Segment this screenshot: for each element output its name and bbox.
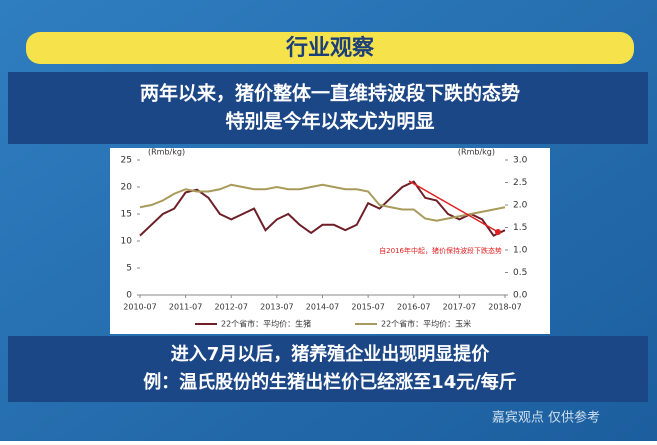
slide-title: 行业观察 — [285, 35, 375, 61]
top-line: 两年以来，猪价整体一直维持波段下跌的态势 — [140, 82, 520, 105]
bottom-band — [8, 336, 648, 402]
x-tick-label: 2017-07 — [443, 303, 476, 312]
y-tick-label: 10 — [121, 237, 133, 247]
x-tick-label: 2018-07 — [488, 303, 521, 312]
y2-tick-label: 1.5 — [513, 223, 527, 233]
y2-tick-label: 3.0 — [513, 156, 528, 166]
y2-axis-label: (Rmb/kg) — [458, 148, 495, 157]
y-axis-label: (Rmb/kg) — [148, 148, 185, 157]
y2-tick-label: 2.0 — [513, 201, 528, 211]
arrow-head — [495, 229, 501, 235]
top-band — [8, 72, 648, 144]
series-line — [139, 183, 506, 222]
x-tick-label: 2011-07 — [169, 303, 202, 312]
top-line: 特别是今年以来尤为明显 — [225, 110, 434, 133]
trend-arrow — [408, 180, 499, 233]
chart-panel — [110, 148, 550, 334]
x-tick-label: 2015-07 — [351, 303, 384, 312]
bottom-line: 例：温氏股份的生猪出栏价已经涨至14元/每斤 — [143, 371, 517, 393]
x-tick-label: 2010-07 — [123, 303, 156, 312]
legend-label: 22个省市：平均价：玉米 — [381, 319, 471, 329]
y-tick-label: 0 — [126, 291, 132, 301]
y-tick-label: 20 — [121, 183, 133, 193]
y2-tick-label: 1.0 — [513, 246, 528, 256]
y-tick-label: 15 — [121, 210, 132, 220]
y2-tick-label: 0.0 — [513, 291, 528, 301]
title-banner — [26, 32, 634, 64]
y-tick-label: 5 — [126, 264, 132, 274]
x-tick-label: 2012-07 — [215, 303, 248, 312]
y-tick-label: 25 — [121, 156, 132, 166]
y2-tick-label: 0.5 — [513, 268, 527, 278]
chart: 0 5 10 15 20 25 0.0 0.5 1.0 1.5 2.0 2.5 3.0 2010-07 20… — [121, 148, 528, 329]
x-tick-label: 2014-07 — [306, 303, 339, 312]
x-tick-label: 2013-07 — [260, 303, 293, 312]
watermark: 嘉宾观点 仅供参考 — [492, 410, 600, 426]
x-tick-label: 2016-07 — [397, 303, 430, 312]
y2-tick-label: 2.5 — [513, 178, 527, 188]
legend-label: 22个省市：平均价：生猪 — [221, 319, 311, 329]
bottom-line: 进入7月以后，猪养殖企业出现明显提价 — [171, 343, 491, 365]
annotation: 自2016年中起，猪价保持波段下跌态势 — [379, 246, 502, 255]
